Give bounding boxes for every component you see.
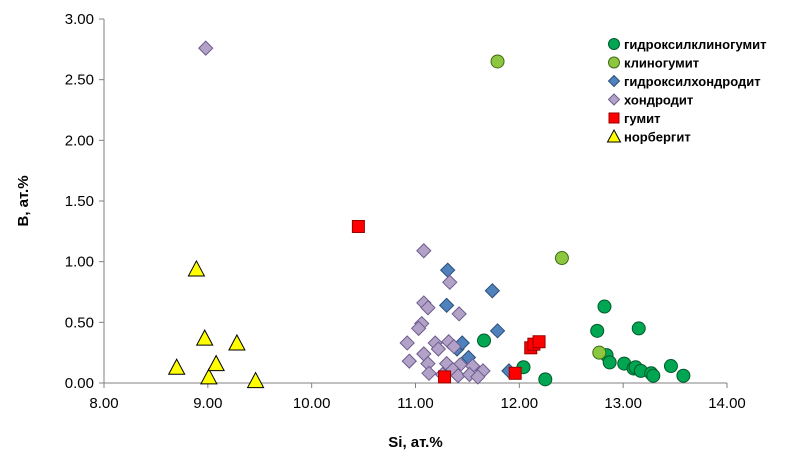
data-point xyxy=(602,355,617,370)
data-point xyxy=(631,321,646,336)
x-tick-label: 13.00 xyxy=(604,395,642,412)
legend-marker xyxy=(608,56,620,69)
legend-marker xyxy=(606,128,622,143)
data-point xyxy=(663,359,678,374)
data-point xyxy=(590,323,605,338)
data-point xyxy=(421,365,437,382)
data-point xyxy=(198,40,214,56)
x-axis-title: Si, ат.% xyxy=(388,434,442,451)
data-point xyxy=(439,262,456,278)
x-tick-label: 9.00 xyxy=(193,395,222,412)
y-tick-label: 2.50 xyxy=(65,72,94,89)
data-point xyxy=(399,335,415,351)
data-point xyxy=(442,274,458,291)
legend-marker xyxy=(608,112,620,124)
series-0-group xyxy=(477,299,691,387)
data-point xyxy=(508,366,522,380)
data-point xyxy=(420,300,436,316)
data-point xyxy=(554,251,569,266)
y-tick-label: 0.50 xyxy=(65,314,94,331)
data-point xyxy=(538,372,553,387)
data-point xyxy=(477,333,492,348)
data-point xyxy=(430,341,447,357)
data-point xyxy=(470,369,486,385)
data-point xyxy=(446,338,462,355)
legend-marker xyxy=(608,38,620,50)
x-tick-label: 10.00 xyxy=(293,395,331,412)
y-tick-label: 0.00 xyxy=(65,375,94,392)
data-point xyxy=(450,368,466,384)
data-point xyxy=(410,320,427,337)
data-point xyxy=(228,333,246,351)
data-point xyxy=(592,345,607,360)
data-point xyxy=(597,299,612,314)
legend-marker xyxy=(607,74,621,88)
y-tick-label: 2.00 xyxy=(65,132,94,149)
data-point xyxy=(676,368,691,383)
data-point xyxy=(167,358,186,375)
x-tick-label: 11.00 xyxy=(397,395,433,412)
data-point xyxy=(351,219,365,233)
legend-label: норбергит xyxy=(624,130,691,145)
series-1-group xyxy=(490,54,607,360)
data-point xyxy=(484,283,501,299)
legend-label: хондродит xyxy=(624,93,693,108)
data-point xyxy=(646,368,661,383)
data-point xyxy=(200,367,218,385)
data-point xyxy=(195,329,214,346)
y-tick-label: 1.00 xyxy=(65,254,94,271)
data-point xyxy=(207,354,225,372)
legend-marker xyxy=(607,93,621,106)
legend-label: клиногумит xyxy=(624,56,699,71)
legend-label: гумит xyxy=(624,111,660,126)
x-tick-label: 14.00 xyxy=(708,395,746,412)
y-axis-title: B, ат.% xyxy=(15,175,32,226)
data-point xyxy=(451,306,467,322)
x-tick-label: 12.00 xyxy=(501,395,539,412)
data-point xyxy=(489,323,506,339)
data-point xyxy=(532,335,546,349)
data-point xyxy=(416,243,432,259)
data-point xyxy=(490,54,505,69)
y-tick-label: 1.50 xyxy=(65,193,94,210)
series-4-group xyxy=(351,219,546,384)
series-3-group xyxy=(198,40,491,385)
data-point xyxy=(438,370,452,384)
data-point xyxy=(401,353,417,369)
y-tick-label: 3.00 xyxy=(65,11,94,28)
series-5-group xyxy=(167,259,265,389)
data-point xyxy=(246,371,265,389)
data-point xyxy=(438,297,455,314)
x-tick-label: 8.00 xyxy=(89,395,118,412)
legend-label: гидроксилхондродит xyxy=(624,74,761,89)
legend-label: гидроксилклиногумит xyxy=(624,37,767,52)
data-point xyxy=(187,259,206,277)
